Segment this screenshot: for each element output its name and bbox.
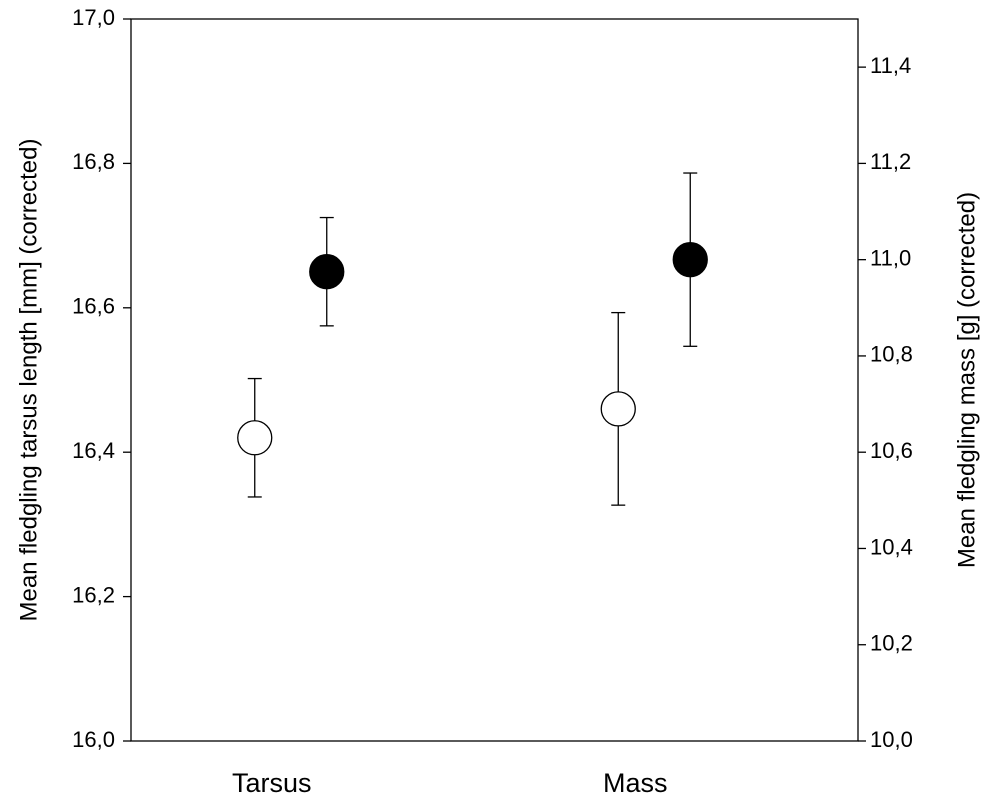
y2-tick-label: 10,4 bbox=[870, 534, 913, 559]
y2-tick-label: 11,0 bbox=[870, 245, 911, 270]
y2-tick-label: 11,4 bbox=[870, 53, 911, 78]
y2-tick-label: 10,6 bbox=[870, 438, 913, 463]
marker bbox=[600, 391, 636, 427]
x-category-label: Tarsus bbox=[232, 768, 312, 798]
marker bbox=[309, 254, 345, 290]
marker bbox=[237, 420, 273, 456]
x-category-label: Mass bbox=[603, 768, 668, 798]
plot-frame bbox=[130, 18, 859, 742]
y2-axis-title: Mean fledgling mass [g] (corrected) bbox=[953, 192, 980, 568]
y-tick-label: 16,8 bbox=[72, 149, 115, 174]
y-tick-label: 16,4 bbox=[72, 438, 115, 463]
y-tick-label: 16,6 bbox=[72, 294, 115, 319]
y-tick-label: 17,0 bbox=[72, 5, 115, 30]
y-axis-title: Mean fledgling tarsus length [mm] (corre… bbox=[15, 139, 42, 622]
y2-tick-label: 11,2 bbox=[870, 149, 911, 174]
marker bbox=[672, 242, 708, 278]
y2-tick-label: 10,0 bbox=[870, 727, 913, 752]
y2-tick-label: 10,8 bbox=[870, 342, 913, 367]
y-tick-label: 16,0 bbox=[72, 727, 115, 752]
y-tick-label: 16,2 bbox=[72, 582, 115, 607]
y2-tick-label: 10,2 bbox=[870, 631, 913, 656]
